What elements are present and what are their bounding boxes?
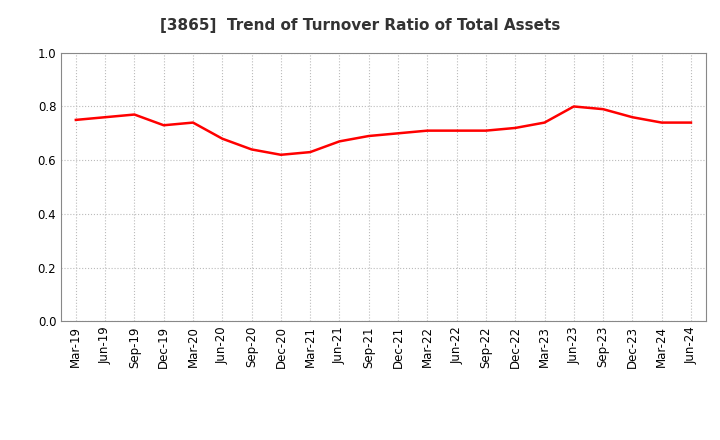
- Text: [3865]  Trend of Turnover Ratio of Total Assets: [3865] Trend of Turnover Ratio of Total …: [160, 18, 560, 33]
